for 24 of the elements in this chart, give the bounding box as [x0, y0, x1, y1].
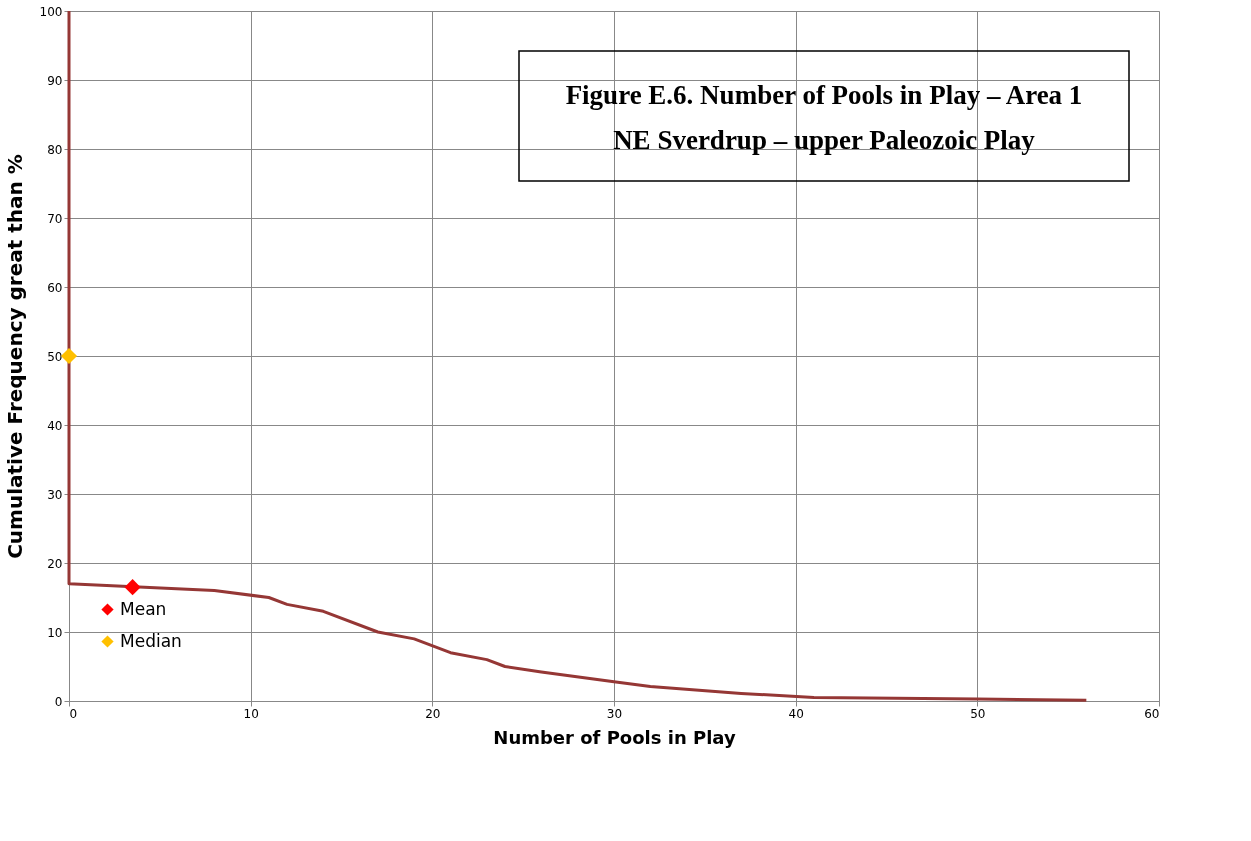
y-tick-label: 50 — [47, 349, 63, 364]
y-tick-label: 80 — [47, 142, 63, 157]
x-tick-label: 0 — [69, 706, 78, 721]
y-tick-label: 60 — [47, 280, 63, 295]
y-axis-title: Cumulative Frequency great than % — [2, 154, 27, 559]
y-tick-label: 0 — [54, 694, 63, 709]
y-tick-label: 70 — [47, 211, 63, 226]
x-tick-label: 30 — [606, 706, 623, 721]
x-tick-label: 50 — [970, 706, 986, 721]
text: NE Sverdrup – upper Paleozoic Play — [613, 125, 1036, 155]
text: Figure E.6. Number of Pools in Play – Area 1 — [565, 80, 1083, 110]
legend-label: Median — [120, 630, 182, 651]
y-tick-label: 30 — [47, 487, 63, 502]
y-tick-label: 20 — [47, 556, 63, 571]
x-tick-label: 40 — [788, 706, 804, 721]
legend-label: Mean — [120, 598, 167, 619]
x-axis-title: Number of Pools in Play — [493, 726, 736, 748]
y-tick-label: 40 — [47, 418, 63, 433]
x-tick-label: 10 — [243, 706, 259, 721]
y-tick-label: 10 — [47, 625, 63, 640]
x-tick-label: 20 — [425, 706, 441, 721]
x-tick-label: 60 — [1144, 706, 1160, 721]
y-tick-label: 90 — [47, 73, 63, 88]
y-tick-label: 100 — [39, 4, 63, 19]
